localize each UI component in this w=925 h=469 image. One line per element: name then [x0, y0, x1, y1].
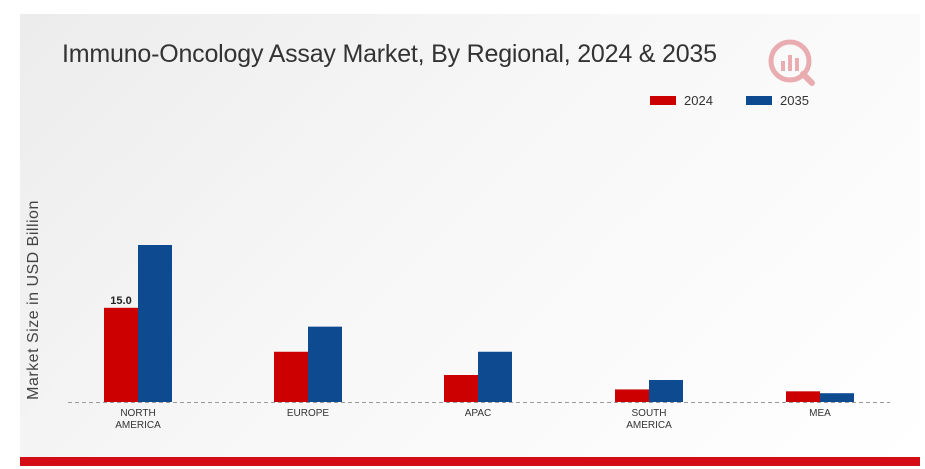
- x-tick-label: NORTH AMERICA: [115, 408, 161, 431]
- bar-2035-europe: [308, 326, 342, 402]
- legend-swatch-2035: [746, 96, 772, 105]
- bar-2024-north-america: [104, 307, 138, 402]
- x-tick-label: SOUTH AMERICA: [626, 408, 672, 431]
- bar-2024-south-america: [615, 389, 649, 402]
- x-tick-label: MEA: [809, 408, 831, 419]
- data-label: 15.0: [110, 295, 131, 307]
- bar-2035-north-america: [138, 245, 172, 402]
- market-research-logo-icon: [766, 37, 816, 87]
- bottom-accent-bar: [20, 457, 920, 466]
- x-tick-label: APAC: [465, 408, 492, 419]
- bar-2035-mea: [820, 393, 854, 402]
- chart-title: Immuno-Oncology Assay Market, By Regiona…: [62, 40, 717, 68]
- bar-2024-mea: [786, 391, 820, 402]
- legend-label-2024: 2024: [684, 93, 713, 108]
- bar-2024-apac: [444, 374, 478, 402]
- legend-swatch-2024: [650, 96, 676, 105]
- bar-2035-apac: [478, 351, 512, 402]
- bar-2024-europe: [274, 351, 308, 402]
- bar-2035-south-america: [649, 380, 683, 402]
- x-tick-label: EUROPE: [287, 408, 330, 419]
- legend-label-2035: 2035: [780, 93, 809, 108]
